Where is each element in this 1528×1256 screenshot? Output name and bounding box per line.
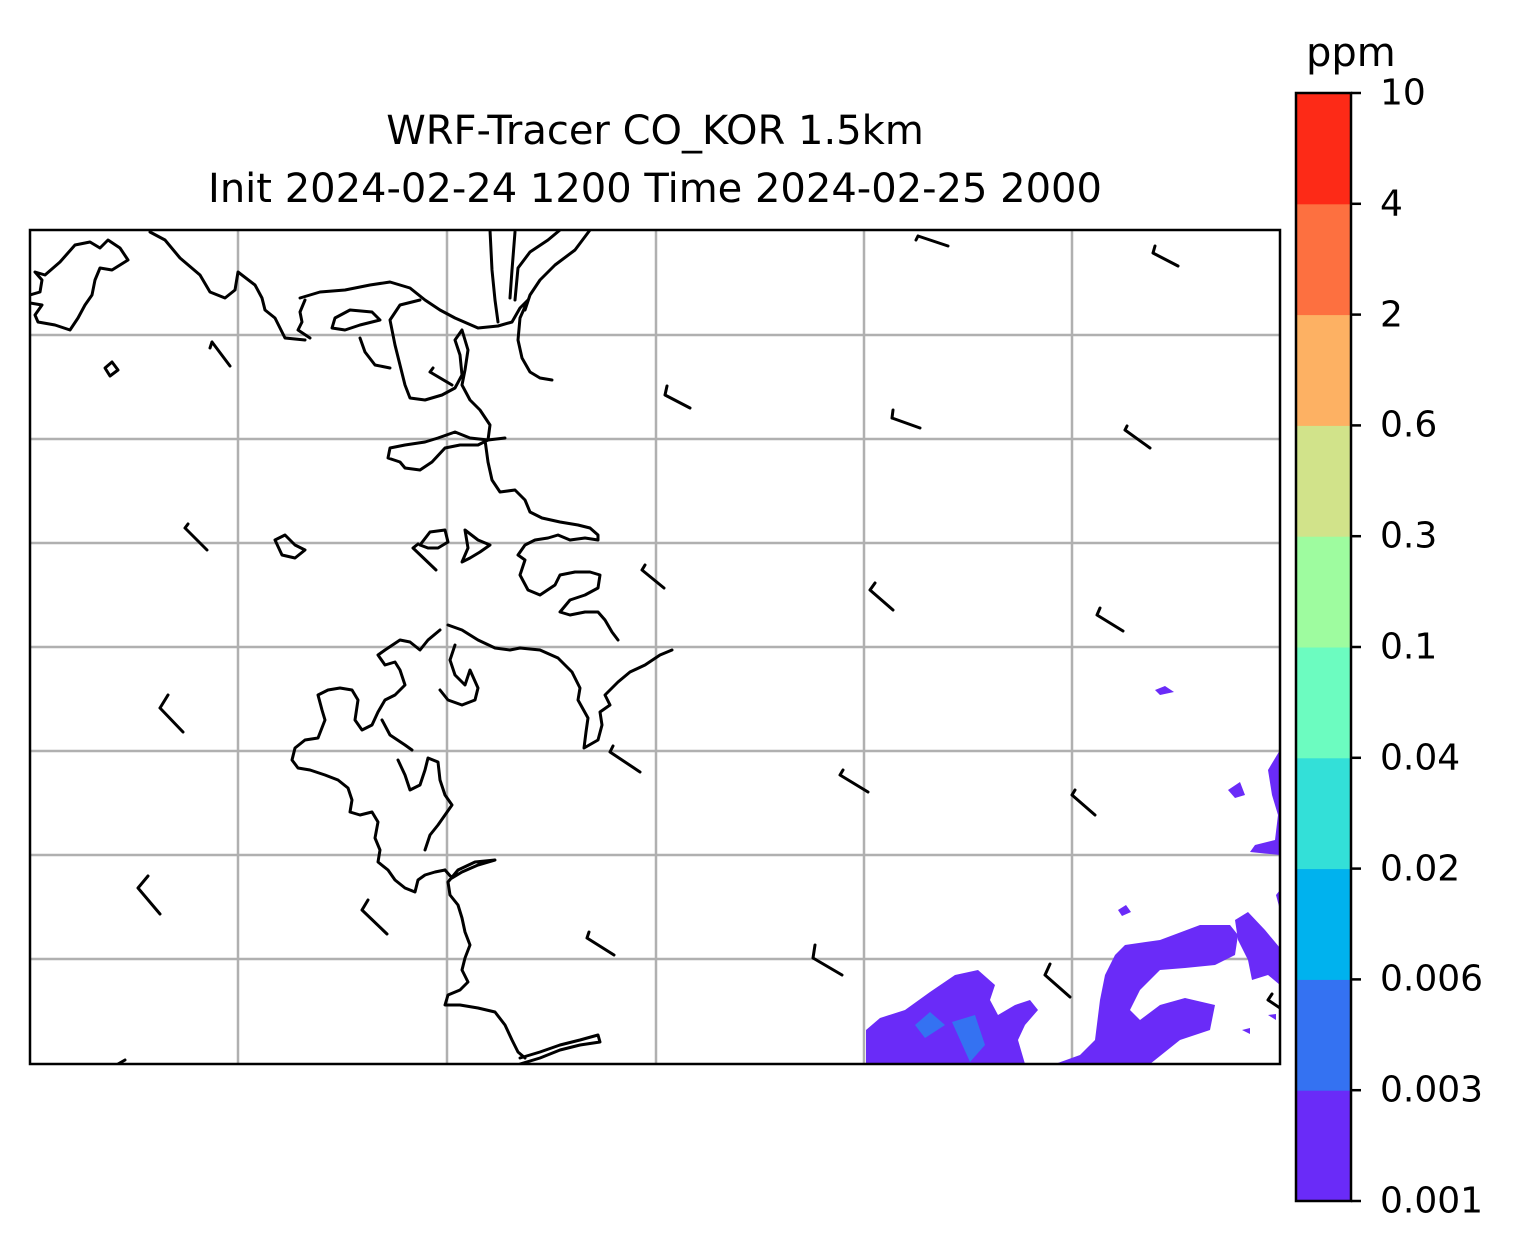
colorbar-band [1296,1090,1351,1202]
wind-barb-icon [868,581,895,612]
wind-barb-icon [1123,424,1152,450]
coastline-southwest-4 [380,718,414,752]
tracer-fill-inner-patch-2 [952,1015,985,1062]
coastline-north-6 [523,230,592,312]
tracer-fill-east-edge-2 [1250,750,1280,855]
colorbar-tick-label: 0.006 [1380,958,1484,1000]
coastlines [30,230,674,1064]
coastline-northwest [30,238,130,332]
wind-barb-icon [1043,962,1072,999]
coastline-southwest-3 [396,756,454,852]
wind-barb-icon [208,340,232,368]
colorbar-band [1296,314,1351,426]
colorbar-band [1296,203,1351,316]
colorbar-band [1296,868,1351,980]
colorbar-band [1296,93,1351,205]
wind-barb-icon [1266,992,1280,1010]
colorbar-band [1296,979,1351,1091]
map-gridlines [30,230,1280,1064]
colorbar-tick-label: 4 [1380,183,1403,225]
chart-subtitle: Init 2024-02-24 1200 Time 2024-02-25 200… [208,166,1102,212]
coastline-island-5 [103,360,120,378]
tracer-fill-south-center [866,970,1038,1064]
colorbar-tick-label: 0.6 [1380,404,1438,446]
coastline-peninsula-1 [296,298,312,340]
wind-barbs [116,234,1280,1064]
coastline-island-4 [460,528,492,564]
wind-barb-icon [838,768,870,794]
coastline-north-3 [488,230,500,324]
coastline-island-1 [330,308,382,332]
coastline-south-2 [518,1033,602,1064]
wind-barb-icon [640,563,666,590]
map-frame [28,228,1282,1066]
wind-barb-icon [360,898,389,936]
wind-barb-icon [411,542,438,572]
wind-barb-icon [914,234,950,248]
tracer-concentration-fill [866,686,1280,1064]
colorbar-band [1296,757,1351,870]
colorbar-band [1296,425,1351,537]
colorbar-band [1296,536,1351,648]
wind-barb-icon [183,522,209,552]
colorbar-tick-label: 0.04 [1380,737,1461,779]
colorbar [1294,91,1361,1203]
coastline-southwest [438,623,674,750]
colorbar-tick-label: 0.001 [1380,1180,1484,1222]
wind-barb-icon [811,943,844,977]
coastline-inlet-1 [388,298,492,442]
coastline-north-5 [513,230,562,302]
wind-barb-icon [663,384,692,410]
chart-title: WRF-Tracer CO_KOR 1.5km [386,108,924,154]
wind-barb-icon [890,408,922,430]
wind-barb-icon [1070,788,1097,817]
tracer-fill-inner-patch-1 [915,1012,945,1038]
coastline-island-3 [273,533,307,560]
colorbar-tick-label: 10 [1380,72,1426,114]
coastline-north-1 [148,230,307,342]
tracer-fill-east-edge-1 [1235,912,1280,985]
tracer-fill-speck-3 [1118,905,1131,916]
coastline-north-2 [298,280,554,382]
colorbar-band [1296,647,1351,759]
coastline-island-2 [418,528,450,550]
wind-barb-icon [1095,606,1125,633]
coastline-inlet-2 [358,336,392,370]
colorbar-tick-label: 0.02 [1380,848,1461,890]
tracer-fill-speck-1 [1228,782,1245,798]
wind-barb-icon [608,744,642,774]
wind-barb-icon [1151,244,1180,268]
colorbar-tick-label: 0.003 [1380,1069,1484,1111]
colorbar-tick-label: 0.1 [1380,626,1438,668]
coastline-north-4 [508,230,517,300]
colorbar-tick-label: 2 [1380,294,1403,336]
tracer-fill-speck-4 [1242,1028,1250,1034]
tracer-fill-speck-2 [1155,686,1174,695]
wind-barb-icon [585,930,616,957]
tracer-fill-south-east [1055,925,1238,1064]
coastline-southwest-2 [290,628,447,894]
colorbar-unit-label: ppm [1306,30,1396,76]
coastline-west-coast [386,430,620,642]
wind-barb-icon [428,366,454,387]
wind-barb-icon [136,874,162,916]
wind-barb-icon [158,693,185,734]
coastline-south-1 [443,858,527,1060]
tracer-fill-speck-5 [1268,1014,1276,1020]
colorbar-tick-label: 0.3 [1380,515,1438,557]
